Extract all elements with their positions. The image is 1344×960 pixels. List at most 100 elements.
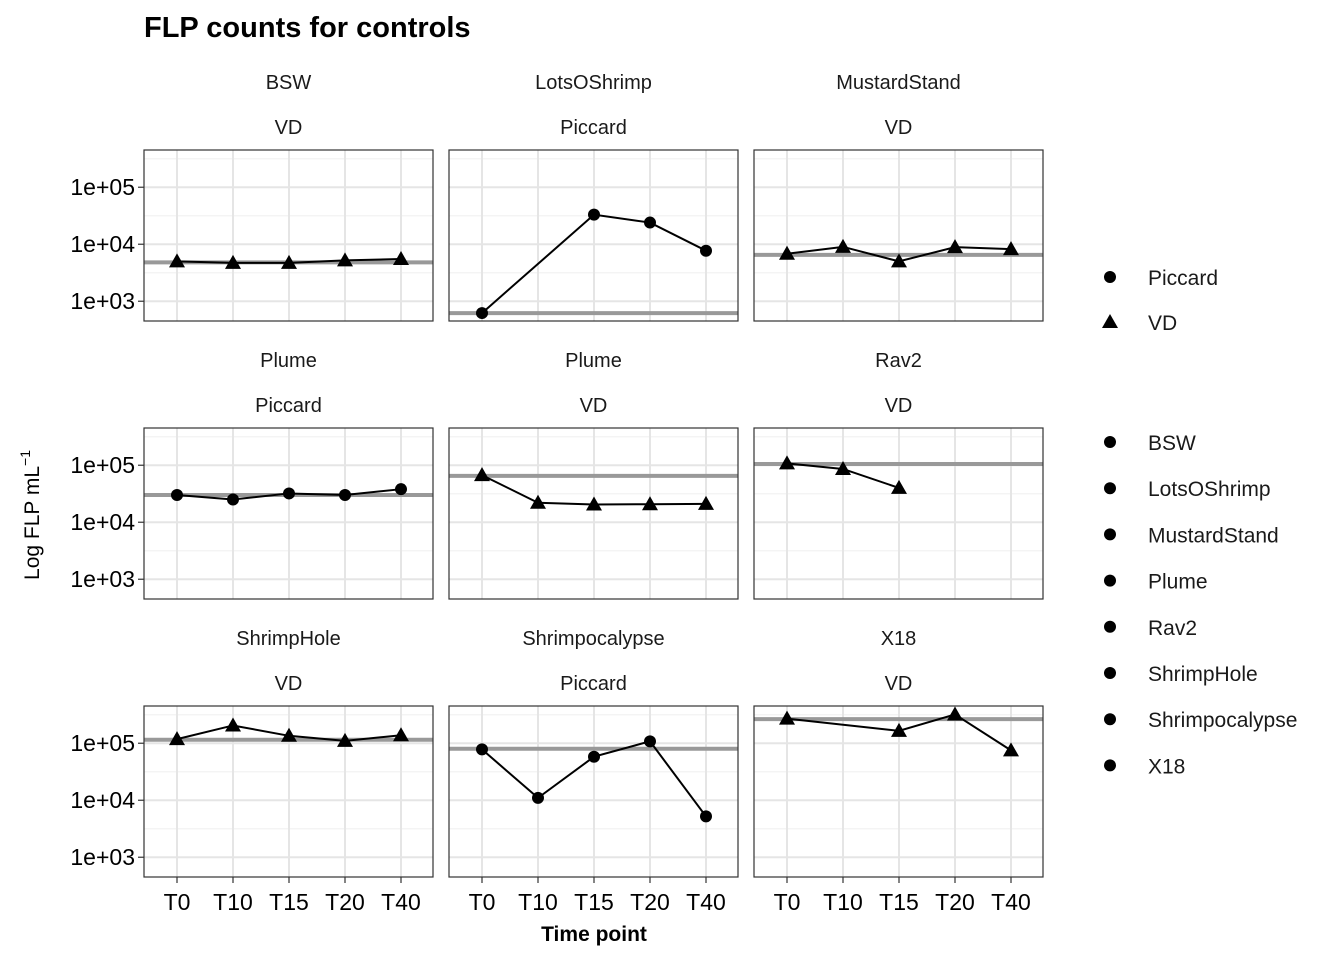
- data-point: [393, 727, 409, 742]
- y-tick-label: 1e+04: [70, 509, 135, 535]
- facet-site-label: X18: [881, 628, 917, 650]
- data-point: [698, 495, 714, 510]
- legend-key: [1104, 482, 1116, 495]
- x-tick-label: T40: [991, 889, 1031, 915]
- x-tick-label: T10: [213, 889, 253, 915]
- legend-key: [1104, 620, 1116, 633]
- data-point: [225, 717, 241, 732]
- data-point: [283, 487, 295, 500]
- facet-site-label: MustardStand: [836, 72, 961, 94]
- facet-panel: ShrimpHole VD 1e+03 1e+04 1e+05 T0 T10 T15 T20 T4…: [70, 628, 434, 915]
- legend-label: Rav2: [1148, 617, 1197, 640]
- legends: Piccard VD BSW LotsOShrimp MustardStand Plume…: [1102, 267, 1297, 778]
- facet-site-label: Rav2: [875, 350, 922, 372]
- data-point: [588, 208, 600, 221]
- legend-key: [1104, 667, 1116, 679]
- legend: Piccard VD: [1102, 267, 1218, 335]
- x-tick-label: T15: [269, 889, 309, 915]
- legend-label: ShrimpHole: [1148, 663, 1258, 686]
- y-tick-label: 1e+05: [70, 730, 135, 756]
- facet-site-label: Plume: [260, 350, 317, 372]
- y-tick-label: 1e+03: [70, 288, 135, 314]
- x-tick-label: T20: [325, 889, 365, 915]
- legend-label: LotsOShrimp: [1148, 478, 1271, 501]
- chart-title: FLP counts for controls: [144, 12, 471, 44]
- facet-instrument-label: Piccard: [560, 673, 627, 695]
- facet-instrument-label: VD: [885, 395, 913, 417]
- legend-label: X18: [1148, 755, 1185, 778]
- x-axis-label: Time point: [541, 923, 647, 946]
- data-point: [891, 722, 907, 737]
- facet-panel: MustardStand VD: [753, 72, 1044, 322]
- series-line: [481, 213, 707, 314]
- data-point: [169, 731, 185, 746]
- facet-instrument-label: VD: [275, 673, 303, 695]
- data-point: [227, 493, 239, 506]
- legend-key: [1104, 759, 1116, 772]
- data-point: [588, 750, 600, 763]
- facet-panel: Plume Piccard 1e+03 1e+04 1e+05: [70, 350, 434, 600]
- data-point: [339, 489, 351, 502]
- data-point: [700, 810, 712, 823]
- legend-label: Shrimpocalypse: [1148, 709, 1297, 732]
- legend-label: MustardStand: [1148, 524, 1279, 547]
- x-tick-label: T40: [381, 889, 421, 915]
- data-point: [835, 460, 851, 475]
- data-point: [1003, 241, 1019, 256]
- legend-key: [1104, 574, 1116, 587]
- y-tick-label: 1e+04: [70, 787, 135, 813]
- data-point: [337, 252, 353, 267]
- x-tick-label: T0: [469, 889, 496, 915]
- facet-panel: Plume VD: [448, 350, 739, 600]
- data-point: [779, 455, 795, 470]
- legend-key: [1102, 314, 1118, 328]
- data-point: [530, 494, 546, 509]
- legend-key: [1104, 271, 1116, 283]
- data-point: [395, 483, 407, 496]
- facet-instrument-label: VD: [580, 395, 608, 417]
- data-point: [644, 735, 656, 748]
- y-tick-label: 1e+03: [70, 566, 135, 592]
- data-point: [225, 254, 241, 269]
- x-tick-label: T15: [574, 889, 614, 915]
- x-tick-label: T0: [164, 889, 191, 915]
- facet-site-label: LotsOShrimp: [535, 72, 652, 94]
- legend: BSW LotsOShrimp MustardStand Plume Rav2 Shrim…: [1104, 432, 1297, 778]
- data-point: [169, 253, 185, 268]
- facet-panel: BSW VD 1e+03 1e+04 1e+05: [70, 72, 434, 322]
- legend-label: Piccard: [1148, 267, 1218, 290]
- data-point: [779, 710, 795, 725]
- y-tick-label: 1e+04: [70, 231, 135, 257]
- x-tick-label: T20: [935, 889, 975, 915]
- legend-key: [1104, 713, 1116, 726]
- y-tick-label: 1e+05: [70, 452, 135, 478]
- data-point: [171, 489, 183, 502]
- legend-key: [1104, 528, 1116, 541]
- data-point: [476, 307, 488, 320]
- legend-label: BSW: [1148, 432, 1196, 455]
- facet-panel: Shrimpocalypse Piccard T0 T10 T15 T20 T40: [448, 628, 739, 915]
- x-tick-label: T10: [823, 889, 863, 915]
- panel-border: [753, 149, 1044, 322]
- facet-panel: X18 VD T0 T10 T15 T20 T40: [753, 628, 1044, 915]
- facet-instrument-label: VD: [275, 117, 303, 139]
- data-point: [947, 706, 963, 721]
- panel-border: [143, 149, 434, 322]
- facet-instrument-label: VD: [885, 673, 913, 695]
- data-point: [281, 254, 297, 269]
- data-point: [474, 467, 490, 482]
- panel-border: [143, 427, 434, 600]
- data-point: [337, 732, 353, 747]
- facet-site-label: Plume: [565, 350, 622, 372]
- x-tick-label: T15: [879, 889, 919, 915]
- y-tick-label: 1e+05: [70, 174, 135, 200]
- x-tick-label: T40: [686, 889, 726, 915]
- facet-instrument-label: Piccard: [255, 395, 322, 417]
- y-axis-label-exponent: −1: [17, 450, 33, 466]
- data-point: [835, 238, 851, 253]
- x-axis-title-group: Time point: [541, 923, 647, 946]
- x-tick-label: T0: [774, 889, 801, 915]
- data-point: [393, 251, 409, 266]
- data-point: [891, 253, 907, 268]
